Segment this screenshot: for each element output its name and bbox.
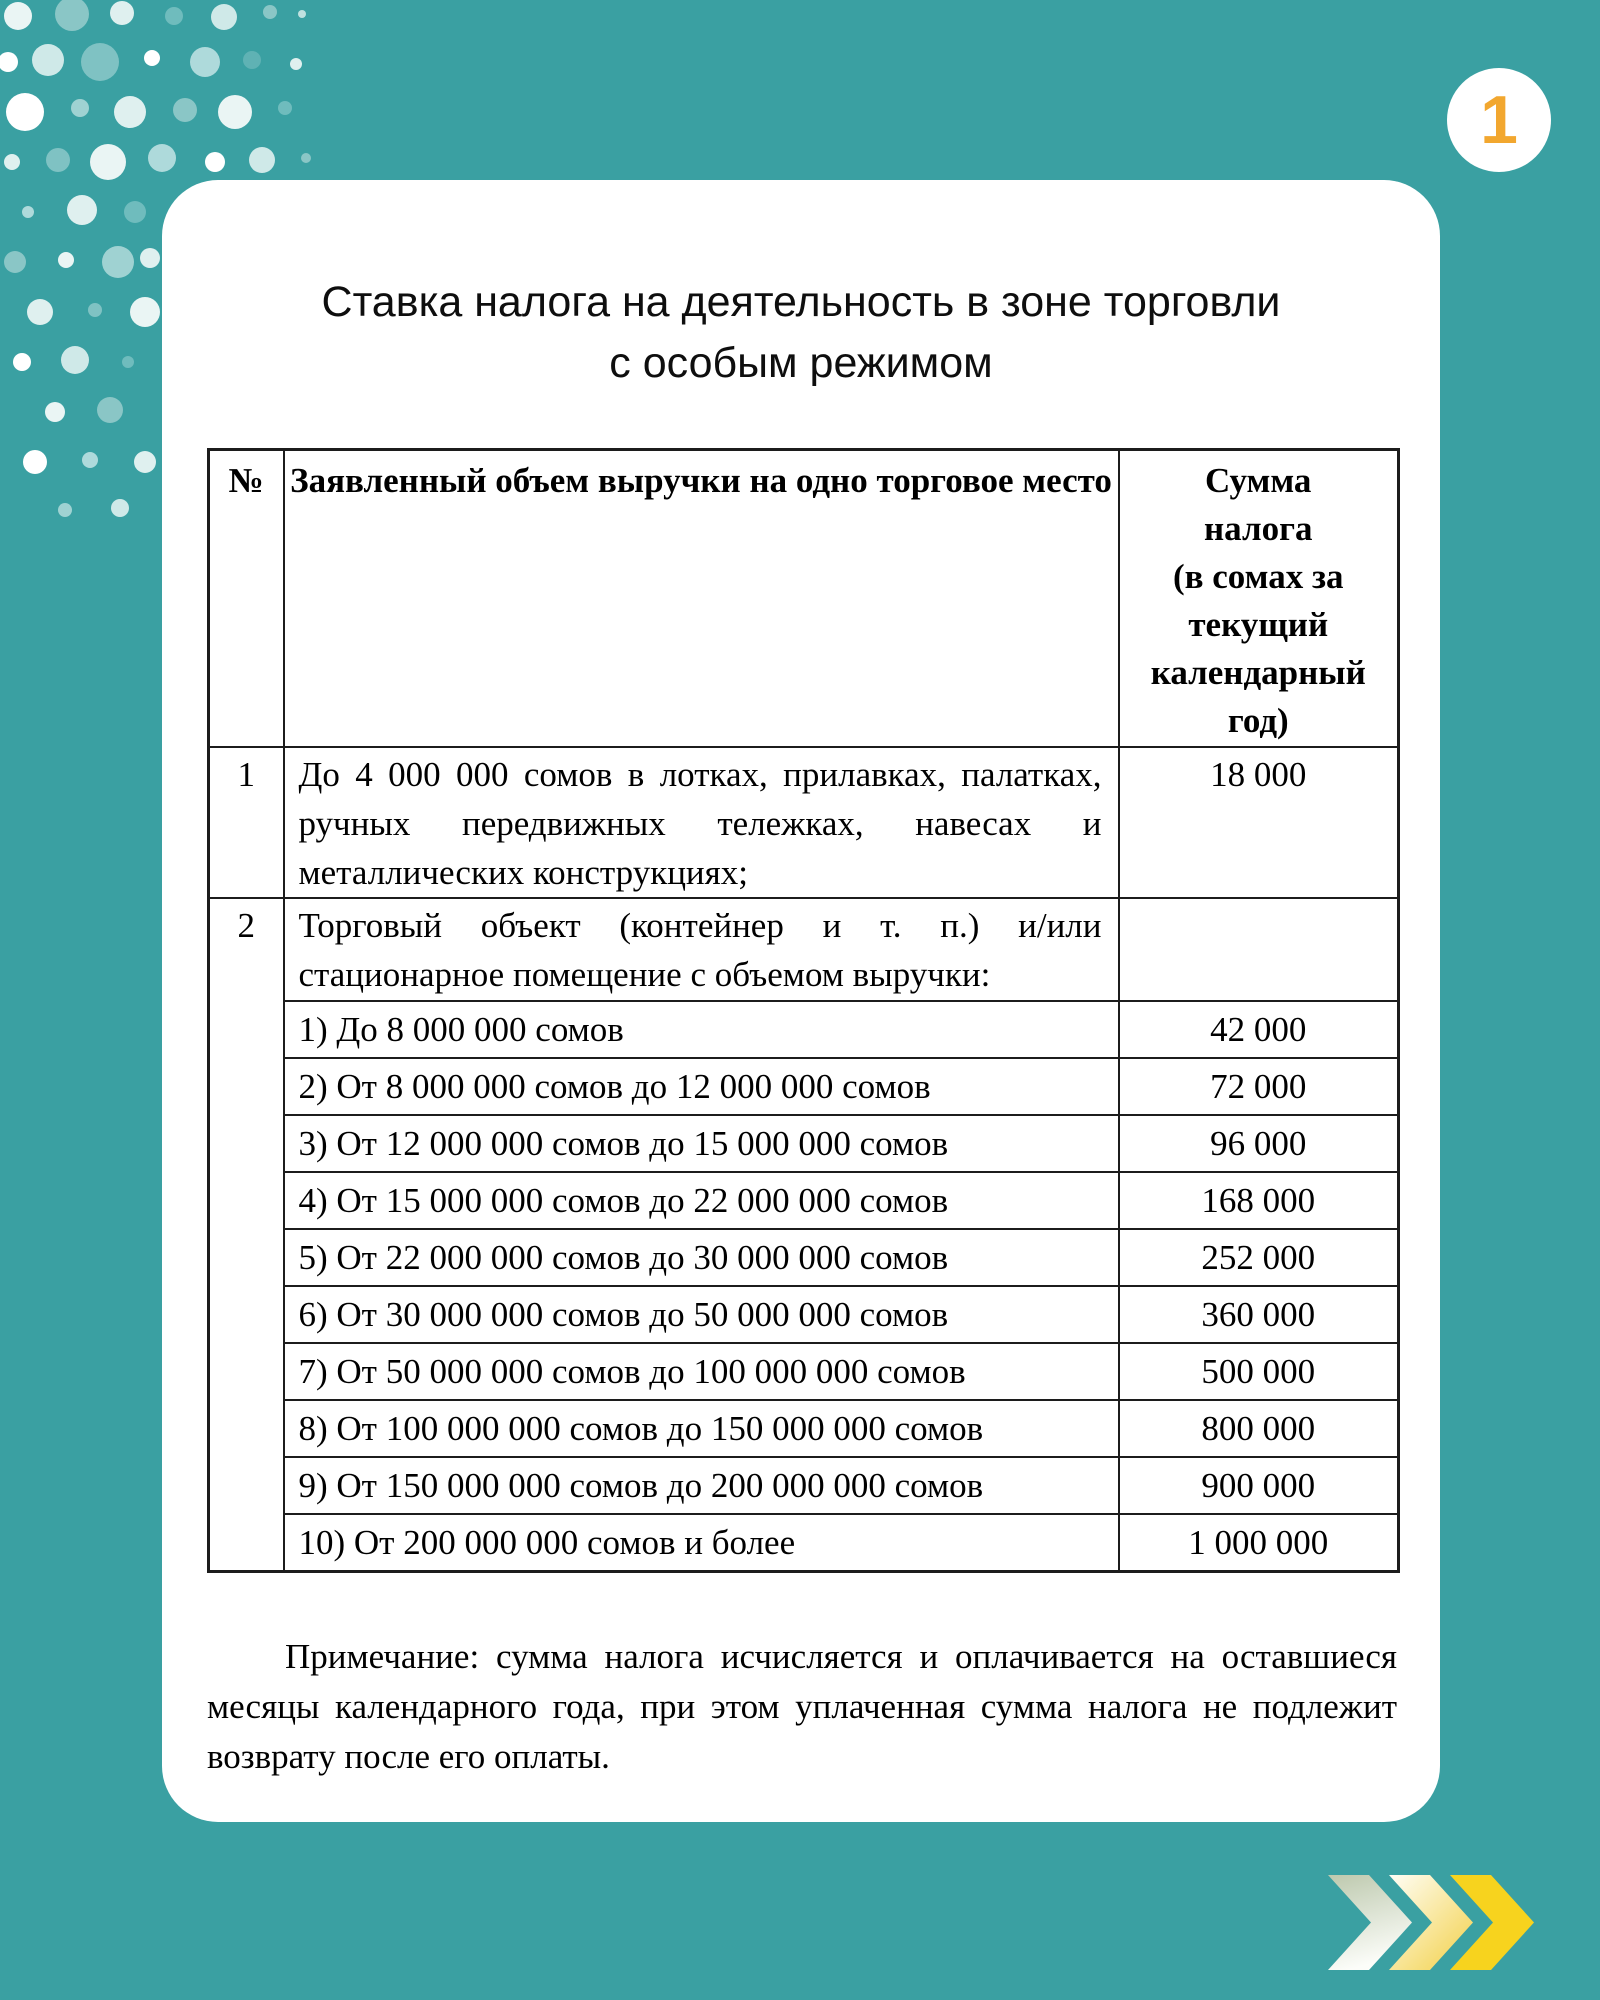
subrow-tax-amount: 500 000 — [1117, 1342, 1400, 1401]
subrow-tax-amount: 72 000 — [1117, 1057, 1400, 1116]
table-subrow: 7) От 50 000 000 сомов до 100 000 000 со… — [209, 1342, 1400, 1401]
subrow-tax-amount: 900 000 — [1117, 1456, 1400, 1515]
dots-pattern-decoration — [0, 0, 311, 517]
subrow-volume-text: 7) От 50 000 000 сомов до 100 000 000 со… — [282, 1342, 1120, 1401]
subrow-volume-text: 2) От 8 000 000 сомов до 12 000 000 сомо… — [282, 1057, 1120, 1116]
row-tax-amount — [1117, 897, 1400, 1002]
subrow-volume-text: 8) От 100 000 000 сомов до 150 000 000 с… — [282, 1399, 1120, 1458]
subrow-tax-amount: 168 000 — [1117, 1171, 1400, 1230]
table-subrow: 3) От 12 000 000 сомов до 15 000 000 сом… — [209, 1114, 1400, 1173]
subrow-volume-text: 5) От 22 000 000 сомов до 30 000 000 сом… — [282, 1228, 1120, 1287]
table-subrow: 9) От 150 000 000 сомов до 200 000 000 с… — [209, 1456, 1400, 1515]
subrow-tax-amount: 42 000 — [1117, 1000, 1400, 1059]
table-subrow: 5) От 22 000 000 сомов до 30 000 000 сом… — [209, 1228, 1400, 1287]
chevron-1 — [1328, 1875, 1412, 1970]
table-subrow: 10) От 200 000 000 сомов и более 1 000 0… — [209, 1513, 1400, 1573]
table-subrow: 1) До 8 000 000 сомов 42 000 — [209, 1000, 1400, 1059]
subrow-volume-text: 6) От 30 000 000 сомов до 50 000 000 сом… — [282, 1285, 1120, 1344]
subrow-volume-text: 3) От 12 000 000 сомов до 15 000 000 сом… — [282, 1114, 1120, 1173]
subrow-tax-amount: 96 000 — [1117, 1114, 1400, 1173]
chevron-2 — [1389, 1875, 1473, 1970]
row-volume-text: Торговый объект (контейнер и т. п.) и/ил… — [282, 897, 1120, 1002]
row-tax-amount: 18 000 — [1117, 746, 1400, 899]
table-header-row: № Заявленный объем выручки на одно торго… — [207, 448, 1400, 748]
tax-rate-table: № Заявленный объем выручки на одно торго… — [207, 448, 1400, 1573]
col-header-volume: Заявленный объем выручки на одно торгово… — [282, 448, 1120, 748]
row-volume-text: До 4 000 000 сомов в лотках, прилавках, … — [282, 746, 1120, 899]
page-title-line1: Ставка налога на деятельность в зоне тор… — [321, 278, 1281, 326]
row-number: 1 — [207, 746, 285, 899]
note-paragraph: Примечание: сумма налога исчисляется и о… — [207, 1637, 1397, 1776]
subrow-tax-amount: 360 000 — [1117, 1285, 1400, 1344]
page-number-badge: 1 — [1447, 68, 1551, 172]
table-subrow: 4) От 15 000 000 сомов до 22 000 000 сом… — [209, 1171, 1400, 1230]
table-subrow: 2) От 8 000 000 сомов до 12 000 000 сомо… — [209, 1057, 1400, 1116]
subrow-tax-amount: 1 000 000 — [1117, 1513, 1400, 1573]
page-number: 1 — [1480, 82, 1518, 158]
page-title-line2: с особым режимом — [609, 339, 993, 387]
col-header-number: № — [207, 448, 285, 748]
page-title: Ставка налога на деятельность в зоне тор… — [162, 272, 1440, 394]
content-card: Ставка налога на деятельность в зоне тор… — [162, 180, 1440, 1822]
subrow-volume-text: 4) От 15 000 000 сомов до 22 000 000 сом… — [282, 1171, 1120, 1230]
table-subrow: 6) От 30 000 000 сомов до 50 000 000 сом… — [209, 1285, 1400, 1344]
subrow-tax-amount: 252 000 — [1117, 1228, 1400, 1287]
col-header-amount: Сумма налога (в сомах за текущий календа… — [1117, 448, 1400, 748]
table-subrow: 8) От 100 000 000 сомов до 150 000 000 с… — [209, 1399, 1400, 1458]
subrow-volume-text: 1) До 8 000 000 сомов — [282, 1000, 1120, 1059]
subrow-tax-amount: 800 000 — [1117, 1399, 1400, 1458]
table-row: 1 До 4 000 000 сомов в лотках, прилавках… — [207, 746, 1400, 899]
subrow-volume-text: 9) От 150 000 000 сомов до 200 000 000 с… — [282, 1456, 1120, 1515]
row-number: 2 — [207, 897, 285, 1573]
chevron-3 — [1450, 1875, 1534, 1970]
subrow-volume-text: 10) От 200 000 000 сомов и более — [282, 1513, 1120, 1573]
triple-chevron-right-icon — [1328, 1875, 1534, 1970]
table-row: 2 Торговый объект (контейнер и т. п.) и/… — [207, 897, 1400, 1573]
